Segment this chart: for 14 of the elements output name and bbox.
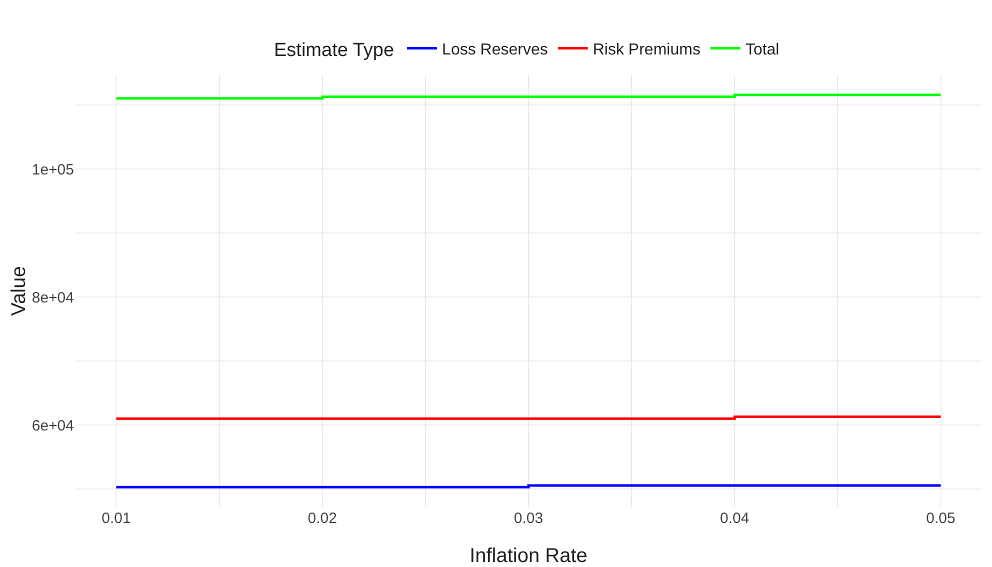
y-tick-label: 1e+05 xyxy=(32,161,74,178)
legend-label: Risk Premiums xyxy=(592,42,700,58)
y-tick-label: 6e+04 xyxy=(32,417,74,434)
x-tick-label: 0.01 xyxy=(102,510,131,527)
y-axis-title: Value xyxy=(8,266,30,316)
y-tick-label: 8e+04 xyxy=(32,289,74,306)
x-axis-title: Inflation Rate xyxy=(470,545,588,567)
x-tick-label: 0.02 xyxy=(308,510,337,527)
legend-label: Loss Reserves xyxy=(442,42,548,58)
legend-label: Total xyxy=(745,42,780,58)
x-tick-label: 0.03 xyxy=(514,510,544,527)
x-tick-label: 0.04 xyxy=(720,510,750,527)
x-tick-label: 0.05 xyxy=(926,510,956,527)
legend-title: Estimate Type xyxy=(274,40,394,62)
